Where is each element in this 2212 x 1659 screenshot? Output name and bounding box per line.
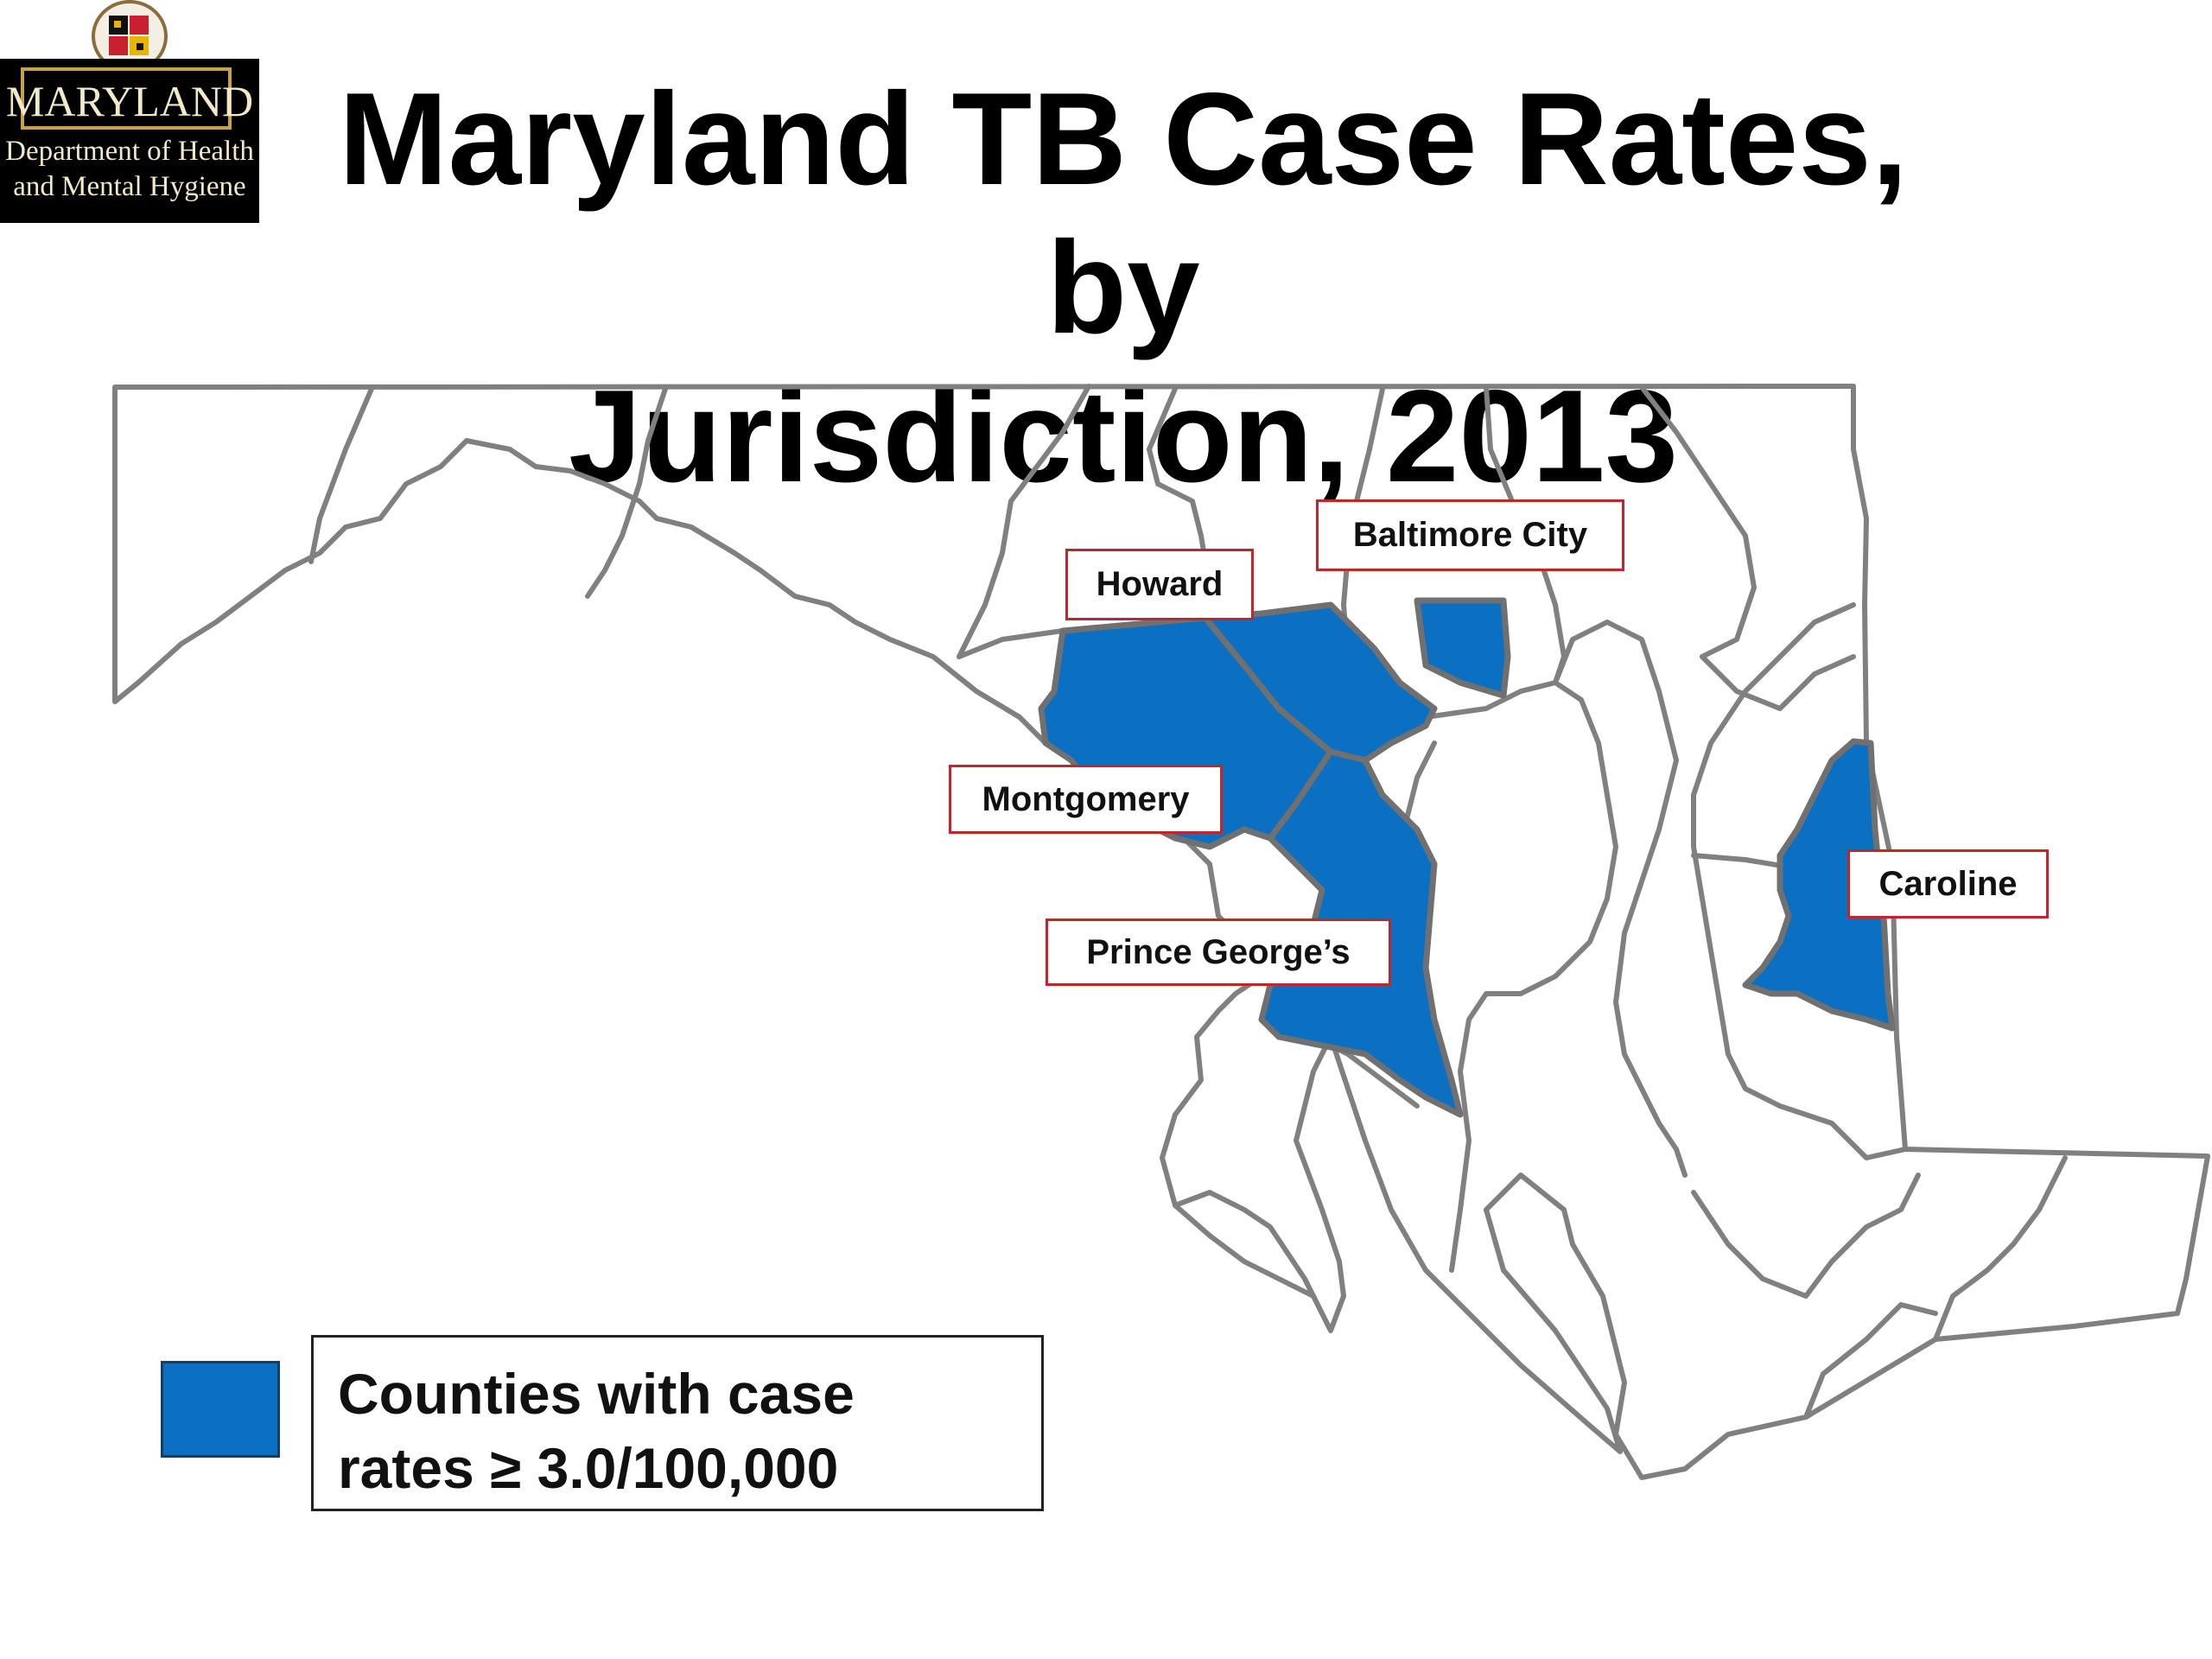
state-outline bbox=[112, 384, 2210, 1480]
county-line bbox=[1777, 1103, 1908, 1160]
logo-line2-text: and Mental Hygiene bbox=[13, 171, 245, 202]
bay-shoreline bbox=[1423, 680, 1618, 1273]
label-prince-georges-text: Prince George’s bbox=[1086, 932, 1351, 971]
label-caroline-text: Caroline bbox=[1878, 864, 2018, 903]
legend-line2: rates ≥ 3.0/100,000 bbox=[338, 1436, 839, 1500]
bay-shoreline bbox=[1691, 602, 1856, 1109]
bay-shoreline bbox=[1553, 620, 1688, 1178]
label-howard-text: Howard bbox=[1096, 565, 1224, 603]
county-line bbox=[1700, 654, 1856, 711]
logo-line1-text: Department of Health bbox=[5, 136, 254, 167]
label-montgomery-text: Montgomery bbox=[982, 779, 1190, 818]
title-line1: Maryland TB Case Rates, by bbox=[338, 66, 1909, 361]
caroline-county bbox=[1742, 738, 1896, 1032]
legend: Counties with case rates ≥ 3.0/100,000 bbox=[311, 1335, 1044, 1511]
county-line bbox=[1691, 1173, 1921, 1299]
county-line bbox=[957, 384, 1091, 659]
logo-name-text: MARYLAND bbox=[6, 77, 253, 125]
county-line bbox=[585, 386, 668, 599]
county-line bbox=[1803, 1302, 1938, 1420]
county-line bbox=[1341, 386, 1385, 607]
howard-county bbox=[1202, 601, 1438, 764]
baltimore-city bbox=[1414, 597, 1511, 699]
county-line bbox=[308, 386, 374, 564]
mdhmh-logo: MARYLAND Department of Health and Mental… bbox=[0, 0, 259, 223]
label-montgomery: Montgomery bbox=[949, 765, 1223, 834]
county-line bbox=[1933, 1155, 2068, 1342]
label-baltimore-city: Baltimore City bbox=[1316, 499, 1624, 571]
legend-swatch bbox=[161, 1361, 280, 1458]
label-caroline: Caroline bbox=[1847, 849, 2049, 918]
county-line bbox=[1173, 1203, 1316, 1299]
label-howard: Howard bbox=[1065, 549, 1254, 620]
label-prince-georges: Prince George’s bbox=[1046, 918, 1391, 986]
label-baltimore-city-text: Baltimore City bbox=[1352, 516, 1588, 554]
legend-line1: Counties with case bbox=[338, 1362, 855, 1426]
logo-graphic: MARYLAND Department of Health and Mental… bbox=[0, 0, 259, 223]
county-line bbox=[1639, 385, 1757, 659]
